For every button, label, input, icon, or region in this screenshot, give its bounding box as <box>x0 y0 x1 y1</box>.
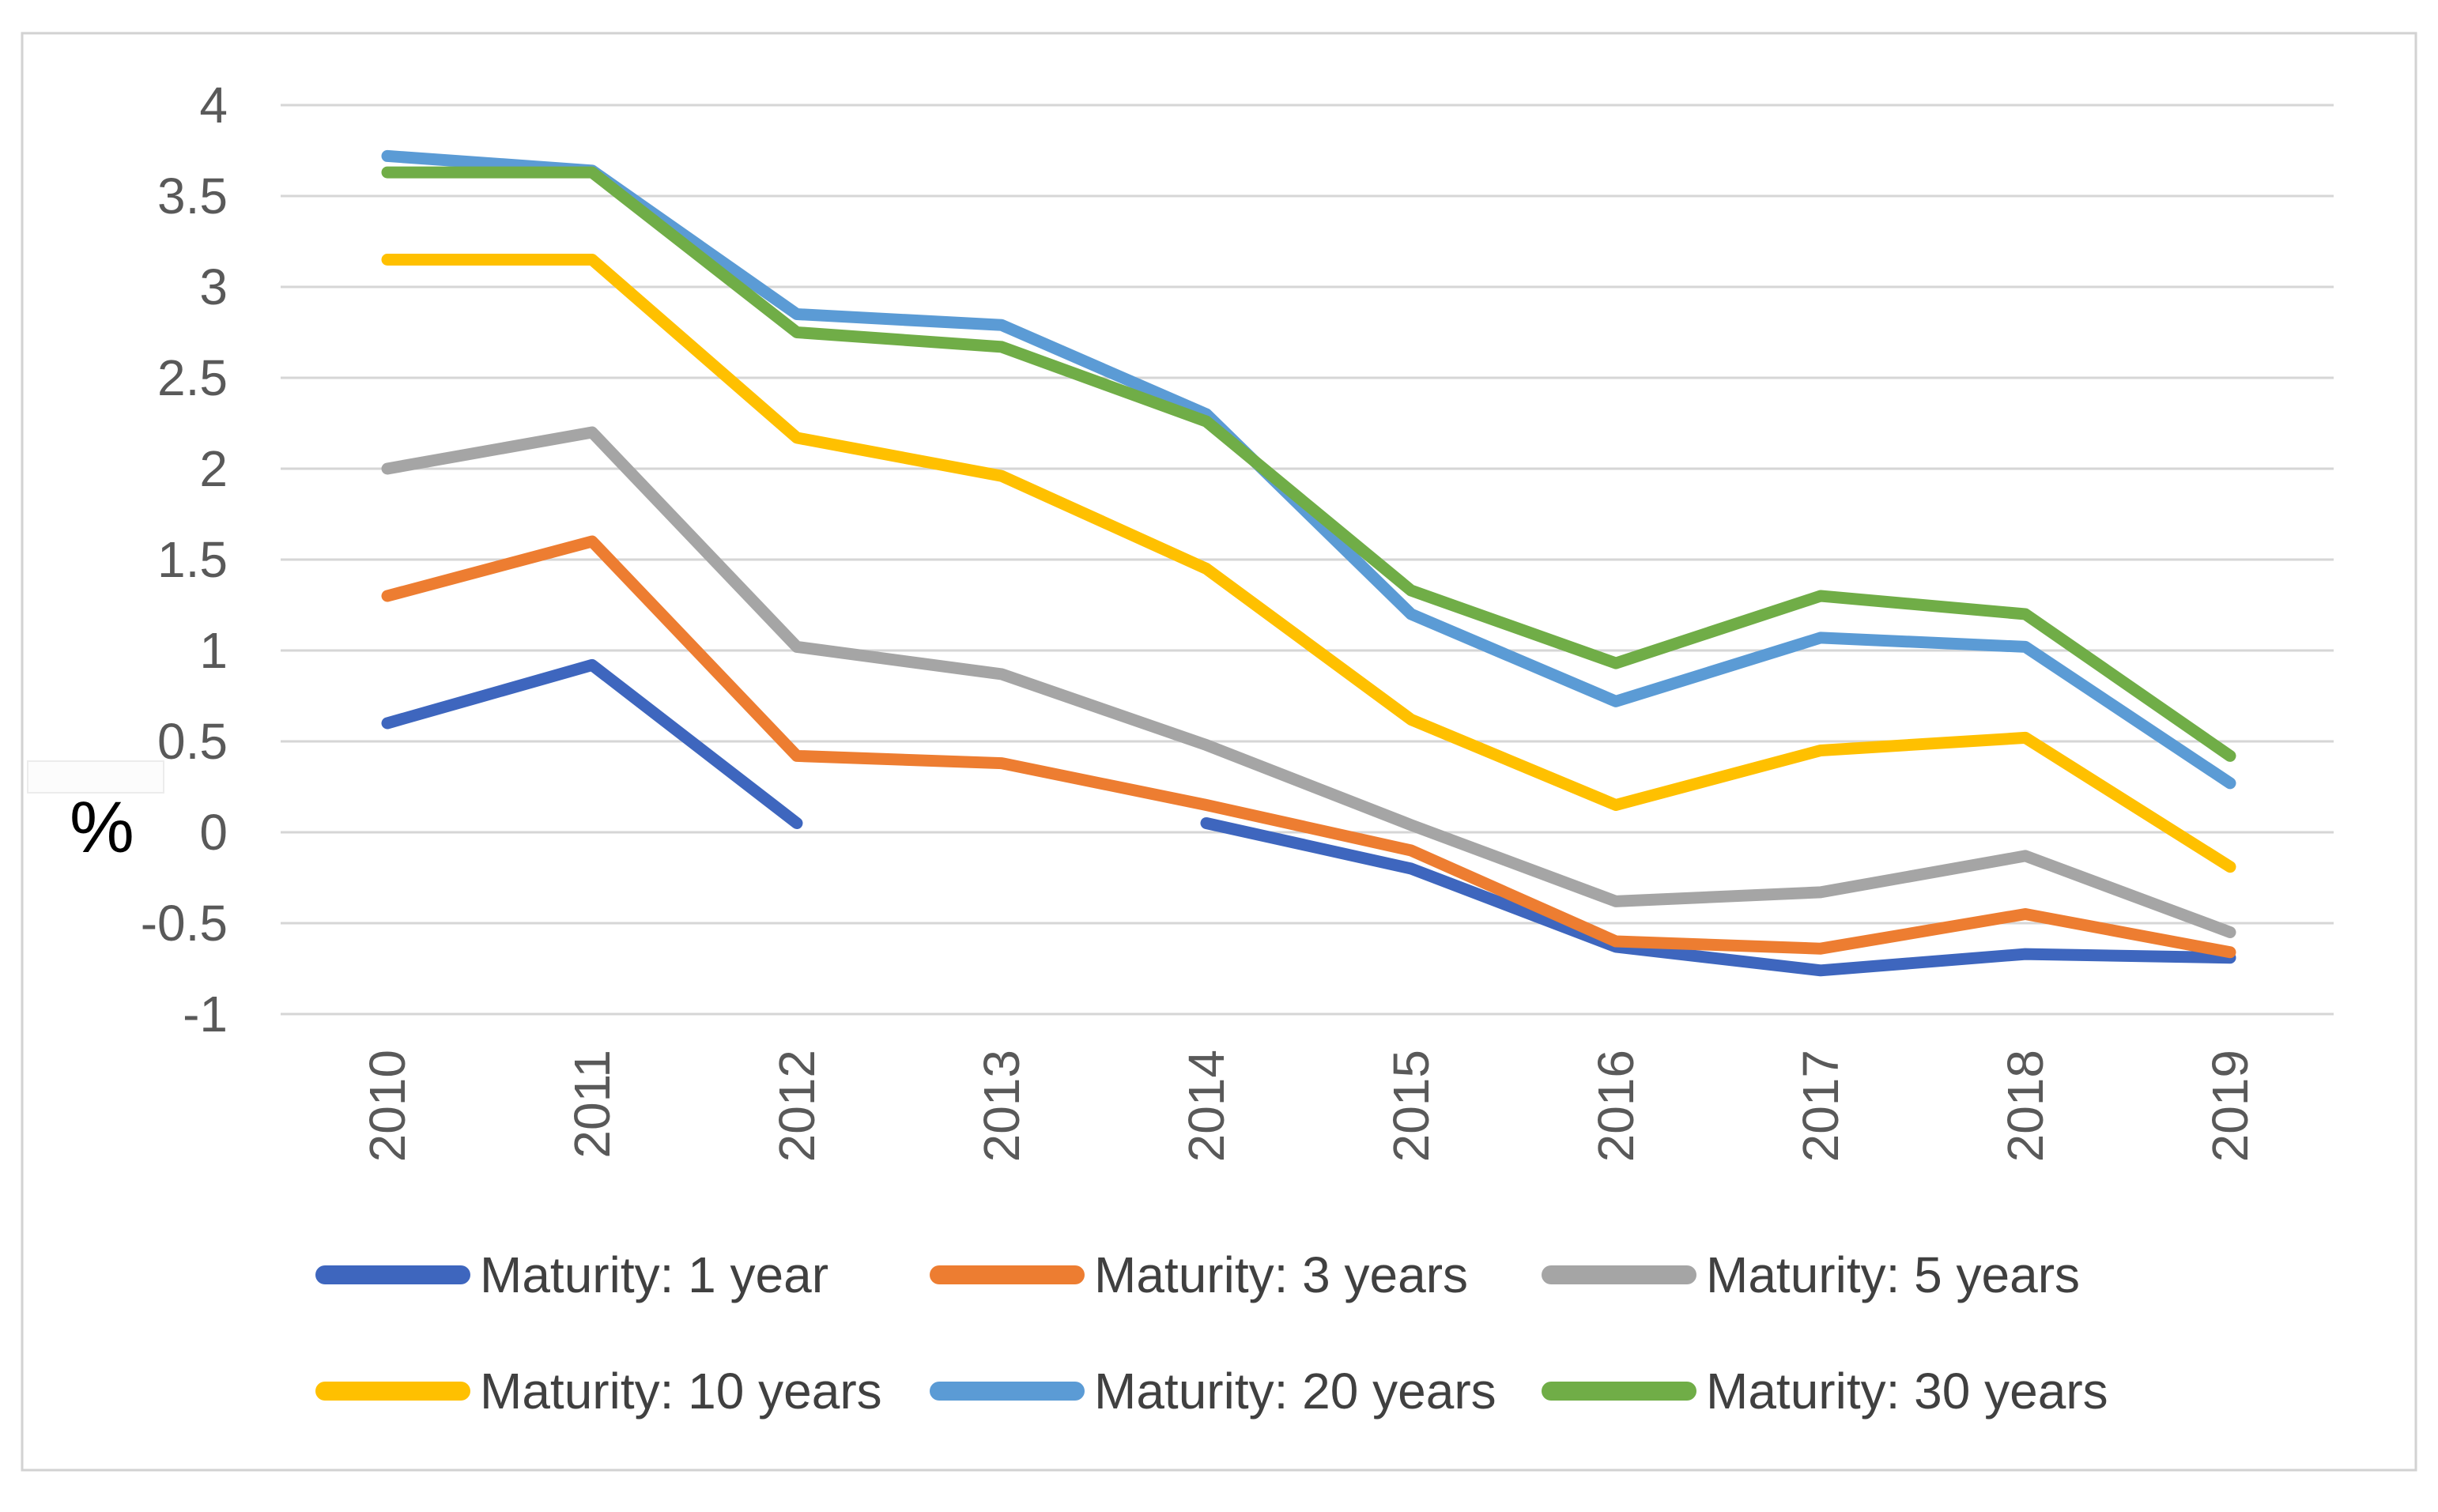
series-line-maturity-1-year <box>1200 817 2236 977</box>
x-tick-label: 2014 <box>1178 1050 1235 1162</box>
x-tick-label: 2013 <box>973 1050 1030 1162</box>
series-line-maturity-20-years <box>381 149 2236 790</box>
x-tick-label: 2011 <box>564 1050 621 1159</box>
y-tick-label: 2 <box>199 440 228 497</box>
x-tick-label: 2019 <box>2202 1050 2259 1162</box>
legend-label: Maturity: 5 years <box>1706 1246 2080 1303</box>
gridlines <box>281 104 2334 1016</box>
x-axis-tick-labels: 2010 2011 2012 2013 2014 2015 2016 2017 2018 2019 <box>359 1050 2259 1162</box>
y-axis-unit-label: % <box>70 787 134 868</box>
legend-label: Maturity: 3 years <box>1094 1246 1468 1303</box>
series-lines <box>381 149 2236 977</box>
legend-label: Maturity: 20 years <box>1094 1363 1496 1420</box>
y-tick-label: 1.5 <box>157 531 228 588</box>
series-line-maturity-10-years <box>381 254 2236 873</box>
y-tick-label: 2.5 <box>157 349 228 406</box>
y-tick-label: 0.5 <box>157 713 228 770</box>
y-tick-label: 4 <box>199 77 228 134</box>
series-line-maturity-5-years <box>381 426 2236 938</box>
series-line-maturity-3-years <box>381 535 2236 959</box>
legend-label: Maturity: 10 years <box>480 1363 882 1420</box>
series-line-maturity-30-years <box>381 166 2236 762</box>
x-tick-label: 2018 <box>1997 1050 2054 1162</box>
legend-label: Maturity: 1 year <box>480 1246 828 1303</box>
y-axis-tick-labels: 4 3.5 3 2.5 2 1.5 1 0.5 0 -0.5 -1 <box>141 77 228 1043</box>
x-tick-label: 2016 <box>1587 1050 1644 1162</box>
axis-highlight-box <box>27 760 164 794</box>
series-line-maturity-1-year <box>381 658 803 829</box>
y-tick-label: 3 <box>199 258 228 315</box>
y-tick-label: 3.5 <box>157 168 228 224</box>
y-tick-label: 0 <box>199 804 228 861</box>
y-tick-label: -1 <box>183 986 228 1043</box>
chart-frame-border <box>21 32 2417 1472</box>
y-tick-label: -0.5 <box>141 895 228 952</box>
x-tick-label: 2017 <box>1792 1050 1849 1162</box>
legend: Maturity: 1 year Maturity: 3 years Maturit… <box>315 1246 2108 1420</box>
x-tick-label: 2012 <box>768 1050 825 1162</box>
legend-label: Maturity: 30 years <box>1706 1363 2108 1420</box>
x-tick-label: 2010 <box>359 1050 416 1162</box>
x-tick-label: 2015 <box>1383 1050 1440 1162</box>
y-tick-label: 1 <box>199 622 228 679</box>
